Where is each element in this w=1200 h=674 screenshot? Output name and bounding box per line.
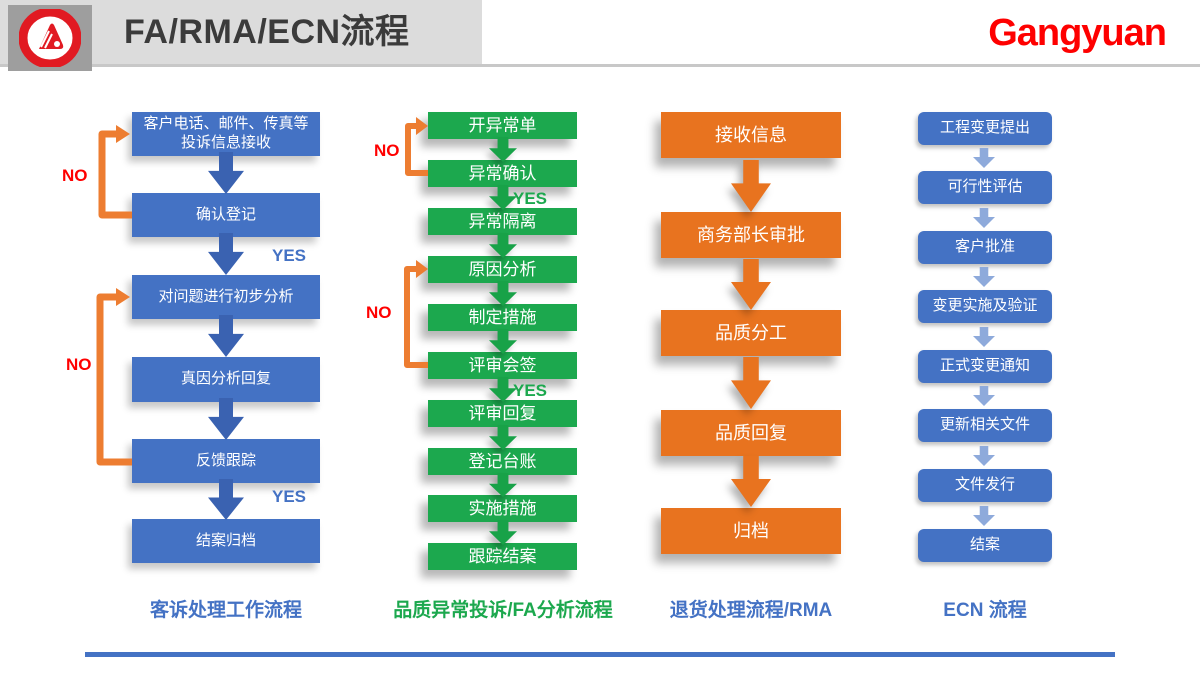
flow4-step-7: 文件发行	[918, 469, 1052, 502]
flow2-step-5: 制定措施	[428, 304, 577, 331]
decision-yes-label: YES	[272, 487, 307, 506]
decision-no-label: NO	[62, 166, 88, 185]
decision-yes-label: YES	[513, 189, 548, 208]
arrow-down-icon	[973, 327, 995, 347]
flow4-step-2: 可行性评估	[918, 171, 1052, 204]
loop-back-arrow-icon	[96, 288, 132, 466]
flow4-step-8: 结案	[918, 529, 1052, 562]
arrow-down-icon	[489, 233, 517, 258]
footer-rule	[85, 652, 1115, 657]
flow3-step-4: 品质回复	[661, 410, 841, 456]
flow1-step-1: 客户电话、邮件、传真等 投诉信息接收	[132, 112, 320, 156]
flow2-step-7: 评审回复	[428, 400, 577, 427]
arrow-down-icon	[208, 398, 244, 440]
flow4-step-6: 更新相关文件	[918, 409, 1052, 442]
logo-box	[8, 5, 92, 71]
arrow-down-icon	[731, 259, 771, 310]
loop-back-arrow-icon	[404, 260, 428, 368]
flow4-step-4: 变更实施及验证	[918, 290, 1052, 323]
flow3-step-1: 接收信息	[661, 112, 841, 158]
flow2-step-10: 跟踪结案	[428, 543, 577, 570]
arrow-down-icon	[973, 446, 995, 466]
flow2-step-4: 原因分析	[428, 256, 577, 283]
flow1-step-5: 反馈跟踪	[132, 439, 320, 483]
arrow-down-icon	[489, 185, 517, 210]
flow2-title: 品质异常投诉/FA分析流程	[393, 600, 613, 621]
gangyuan-logo-icon	[19, 9, 81, 67]
flow3-step-5: 归档	[661, 508, 841, 554]
flow1-step-3: 对问题进行初步分析	[132, 275, 320, 319]
arrow-down-icon	[489, 137, 517, 162]
flow1-title: 客诉处理工作流程	[149, 600, 302, 621]
loop-back-arrow-icon	[405, 117, 428, 176]
flow3-step-2: 商务部长审批	[661, 212, 841, 258]
decision-no-label: NO	[374, 141, 400, 160]
flow2-step-1: 开异常单	[428, 112, 577, 139]
arrow-down-icon	[489, 329, 517, 354]
flow2-step-6: 评审会签	[428, 352, 577, 379]
flow4-title: ECN 流程	[943, 600, 1027, 621]
arrow-down-icon	[731, 357, 771, 409]
arrow-down-icon	[489, 473, 517, 497]
arrow-down-icon	[489, 377, 517, 402]
decision-no-label: NO	[66, 355, 92, 374]
arrow-down-icon	[731, 160, 771, 212]
flow1-step-6: 结案归档	[132, 519, 320, 563]
flow4-step-1: 工程变更提出	[918, 112, 1052, 145]
flow4-step-3: 客户批准	[918, 231, 1052, 264]
arrow-down-icon	[208, 233, 244, 275]
flow2-step-3: 异常隔离	[428, 208, 577, 235]
arrow-down-icon	[973, 267, 995, 287]
arrow-down-icon	[973, 148, 995, 168]
arrow-down-icon	[973, 208, 995, 228]
loop-back-arrow-icon	[98, 125, 132, 219]
decision-no-label: NO	[366, 303, 392, 322]
arrow-down-icon	[973, 506, 995, 526]
decision-yes-label: YES	[513, 381, 548, 400]
flow2-step-9: 实施措施	[428, 495, 577, 522]
arrow-down-icon	[973, 386, 995, 406]
arrow-down-icon	[489, 281, 517, 306]
page-title: FA/RMA/ECN流程	[124, 13, 410, 51]
arrow-down-icon	[208, 479, 244, 520]
flow3-title: 退货处理流程/RMA	[669, 600, 833, 621]
decision-yes-label: YES	[272, 246, 307, 265]
flow1-step-2: 确认登记	[132, 193, 320, 237]
arrow-down-icon	[489, 520, 517, 545]
arrow-down-icon	[208, 315, 244, 357]
flow2-step-8: 登记台账	[428, 448, 577, 475]
arrow-down-icon	[731, 456, 771, 507]
flow3-step-3: 品质分工	[661, 310, 841, 356]
brand-logo-text: Gangyuan	[988, 12, 1167, 54]
flow2-step-2: 异常确认	[428, 160, 577, 187]
flow1-step-4: 真因分析回复	[132, 357, 320, 402]
header-divider	[0, 64, 1200, 67]
arrow-down-icon	[489, 425, 517, 450]
flow4-step-5: 正式变更通知	[918, 350, 1052, 383]
arrow-down-icon	[208, 152, 244, 194]
